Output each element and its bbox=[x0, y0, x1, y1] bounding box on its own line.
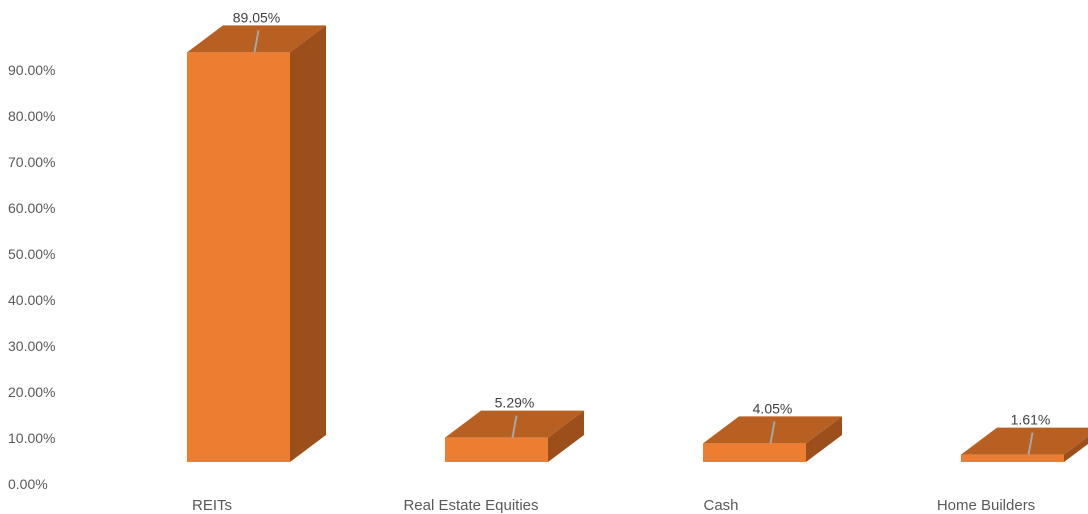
x-axis: REITs Real Estate Equities Cash Home Builde… bbox=[192, 497, 1035, 514]
bar-top-face bbox=[961, 427, 1088, 455]
x-category-label: Home Builders bbox=[937, 497, 1035, 514]
data-label-leader bbox=[1027, 432, 1034, 455]
data-label: 1.61% bbox=[1011, 412, 1051, 428]
bar-side-face bbox=[806, 416, 842, 462]
y-tick-label: 0.00% bbox=[8, 476, 48, 492]
y-tick-label: 60.00% bbox=[8, 200, 55, 216]
bar-front-face bbox=[445, 437, 548, 462]
bars: 89.05% 5.29% 4.05% 1.61% bbox=[187, 9, 1088, 463]
bar-side-face bbox=[1064, 436, 1088, 462]
bar: 89.05% bbox=[187, 9, 326, 463]
y-tick-label: 50.00% bbox=[8, 246, 55, 262]
bar-front-face bbox=[703, 443, 806, 462]
y-tick-label: 70.00% bbox=[8, 154, 55, 170]
data-label-leader bbox=[769, 421, 776, 444]
y-tick-label: 90.00% bbox=[8, 62, 55, 78]
y-tick-label: 30.00% bbox=[8, 338, 55, 354]
bar: 4.05% bbox=[703, 400, 842, 462]
bar-side-face bbox=[290, 25, 326, 463]
bar-side-face bbox=[548, 410, 584, 462]
bar-front-face bbox=[187, 52, 290, 463]
bar-front-face bbox=[961, 454, 1064, 462]
bar: 5.29% bbox=[445, 395, 584, 462]
bar: 1.61% bbox=[961, 412, 1088, 462]
y-tick-label: 20.00% bbox=[8, 384, 55, 400]
data-label-leader bbox=[511, 415, 518, 438]
y-axis: 0.00% 10.00% 20.00% 30.00% 40.00% 50.00% 60.00… bbox=[8, 62, 55, 492]
x-category-label: Real Estate Equities bbox=[403, 497, 538, 514]
data-label-leader bbox=[253, 30, 260, 53]
y-tick-label: 40.00% bbox=[8, 292, 55, 308]
data-label: 5.29% bbox=[495, 395, 535, 411]
data-label: 4.05% bbox=[753, 400, 793, 416]
x-category-label: REITs bbox=[192, 497, 232, 514]
y-tick-label: 10.00% bbox=[8, 430, 55, 446]
data-label: 89.05% bbox=[233, 9, 280, 25]
y-tick-label: 80.00% bbox=[8, 108, 55, 124]
x-category-label: Cash bbox=[703, 497, 738, 514]
